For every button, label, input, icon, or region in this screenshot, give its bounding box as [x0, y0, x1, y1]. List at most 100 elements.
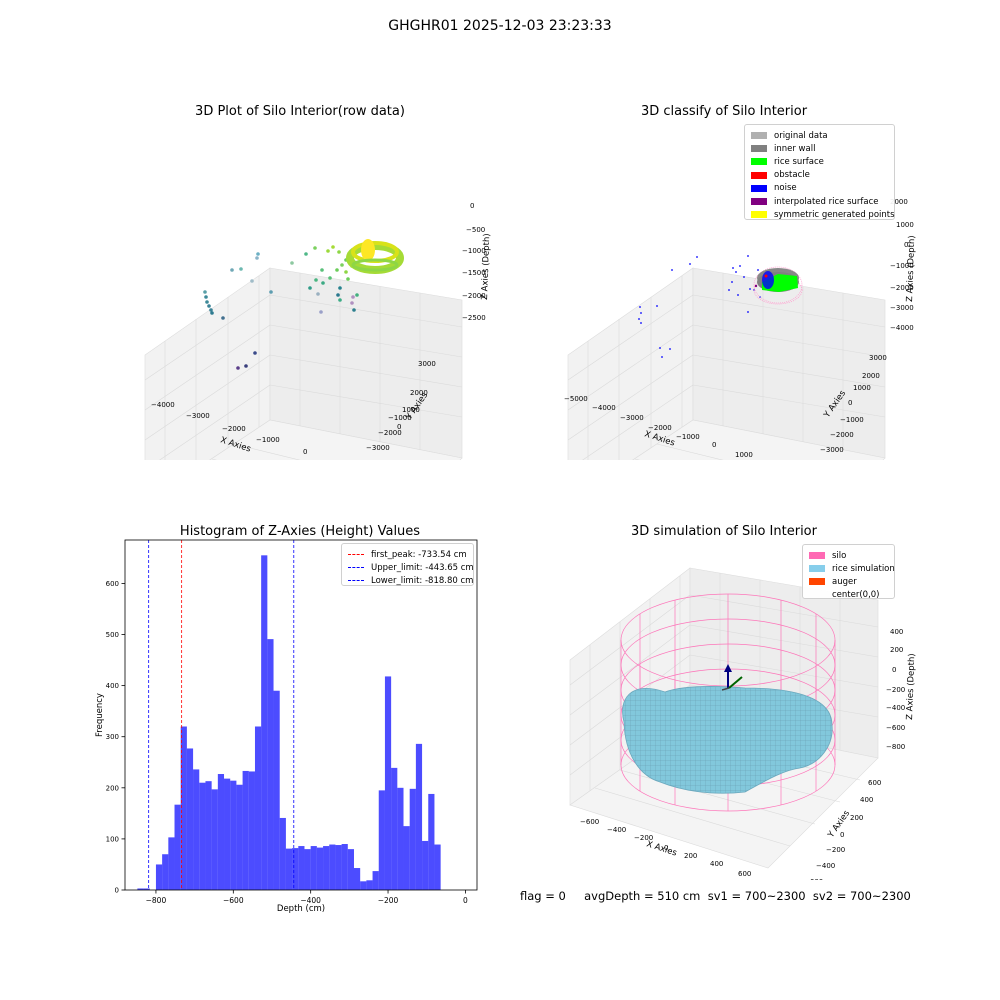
histogram-bar	[391, 767, 398, 890]
histogram-bar	[205, 781, 212, 890]
y-tick-label: 500	[106, 631, 119, 639]
raw-ring-cloud	[346, 239, 404, 274]
histogram-bar	[335, 845, 342, 890]
svg-text:2000: 2000	[862, 372, 880, 380]
x-tick-label: 0	[463, 896, 468, 905]
legend-item-inner-wall: inner wall	[751, 142, 888, 155]
histogram-bar	[403, 826, 410, 890]
x-tick-label: −800	[146, 896, 167, 905]
svg-text:200: 200	[850, 814, 863, 822]
histogram-bar	[242, 770, 249, 890]
svg-text:0: 0	[712, 441, 716, 449]
histogram-bar	[267, 639, 274, 890]
classify-3d-plot: −5000 −4000 −3000 −2000 −1000 0 1000 3000 200…	[564, 198, 917, 460]
histogram-bar	[217, 774, 225, 890]
histogram-x-label: Depth (cm)	[277, 904, 325, 914]
legend-item-original-data: original data	[751, 129, 888, 142]
svg-text:−800: −800	[886, 743, 905, 751]
svg-text:−4000: −4000	[890, 324, 914, 332]
legend-swatch	[751, 132, 767, 140]
legend-swatch	[751, 211, 767, 219]
histogram-bar	[360, 881, 367, 890]
histogram-bar	[224, 778, 231, 890]
svg-text:Z Axies (Depth): Z Axies (Depth)	[905, 653, 917, 720]
svg-text:400: 400	[710, 860, 723, 868]
histogram-bar	[372, 871, 379, 890]
svg-text:−1000: −1000	[840, 416, 864, 424]
svg-text:−400: −400	[607, 826, 626, 834]
histogram-bar	[415, 743, 423, 890]
histogram-bar	[341, 844, 348, 890]
histogram-bar	[310, 846, 317, 890]
svg-text:−2500: −2500	[462, 314, 486, 322]
status-footer: flag = 0 avgDepth = 510 cm sv1 = 700~230…	[520, 889, 911, 903]
histogram-bar	[137, 888, 144, 890]
legend-line	[348, 567, 364, 569]
classify-plot-title: 3D classify of Silo Interior	[640, 104, 808, 119]
svg-text:1000: 1000	[896, 221, 914, 229]
classify-noise-points	[638, 255, 761, 358]
histogram-bar	[279, 817, 286, 890]
classify-silo-cloud	[753, 266, 803, 305]
histogram-bar	[285, 848, 293, 890]
histogram-frame	[124, 539, 478, 891]
rice-surface	[622, 686, 833, 794]
simulation-3d-plot: −600 −400 −200 0 200 400 600 600 400 200 0 −200…	[569, 567, 917, 880]
histogram-bar	[434, 844, 441, 890]
svg-text:−1000: −1000	[890, 262, 914, 270]
legend-swatch	[809, 578, 825, 586]
histogram-bar	[292, 848, 299, 890]
svg-text:Z Axies (Depth): Z Axies (Depth)	[905, 235, 917, 302]
svg-text:Z Axies (Depth): Z Axies (Depth)	[480, 233, 492, 300]
legend-item-symmetric: symmetric generated points	[751, 208, 895, 221]
y-tick-label: 300	[106, 733, 119, 741]
legend-swatch	[809, 592, 825, 599]
histogram-y-label: Frequency	[95, 693, 105, 737]
legend-line	[348, 580, 364, 582]
histogram-bar	[378, 790, 385, 890]
svg-text:X Axies: X Axies	[645, 839, 678, 858]
legend-item-interpolated: interpolated rice surface	[751, 195, 888, 208]
histogram-bar	[248, 771, 255, 890]
histogram-bar	[162, 854, 169, 890]
figure-title: GHGHR01 2025-12-03 23:23:33	[388, 18, 612, 34]
legend-item-center: center(0,0)	[809, 589, 888, 602]
svg-text:3000: 3000	[418, 360, 436, 368]
svg-text:1000: 1000	[853, 384, 871, 392]
legend-swatch	[809, 552, 825, 560]
histogram-bar	[384, 676, 392, 890]
histogram-x-ticks: −800 −600 −400 −200 0	[146, 890, 468, 905]
histogram-reference-lines	[148, 540, 295, 890]
histogram-bar	[174, 804, 181, 890]
svg-text:−3000: −3000	[820, 446, 844, 454]
svg-text:0: 0	[892, 666, 896, 674]
legend-swatch	[751, 158, 767, 166]
legend-item-obstacle: obstacle	[751, 169, 888, 182]
histogram-bar	[254, 726, 262, 890]
svg-text:−600: −600	[886, 724, 905, 732]
histogram-bar	[180, 726, 187, 890]
y-tick-label: 600	[106, 580, 119, 588]
svg-text:−200: −200	[886, 686, 905, 694]
svg-text:−1000: −1000	[462, 247, 486, 255]
histogram-bar	[397, 787, 404, 890]
histogram-bar	[261, 555, 268, 890]
svg-text:−600: −600	[580, 818, 599, 826]
legend-swatch	[751, 145, 767, 153]
svg-text:−200: −200	[826, 846, 845, 854]
classify-legend: original data inner wall rice surface ob…	[744, 124, 895, 220]
legend-item-silo: silo	[809, 549, 888, 562]
svg-text:600: 600	[738, 870, 751, 878]
legend-item-lower-limit: Lower_limit: -818.80 cm	[348, 574, 473, 587]
histogram-chart: −800 −600 −400 −200 0 0 100 200 300 400 500 600 De…	[95, 539, 478, 914]
histogram-bar	[236, 784, 243, 890]
svg-text:200: 200	[890, 646, 903, 654]
histogram-bar	[168, 837, 175, 890]
histogram-bar	[298, 846, 305, 890]
svg-text:−4000: −4000	[592, 404, 616, 412]
histogram-bar	[193, 769, 200, 890]
histogram-bar	[304, 849, 311, 890]
svg-text:2000: 2000	[410, 389, 428, 397]
svg-text:0: 0	[470, 202, 474, 210]
